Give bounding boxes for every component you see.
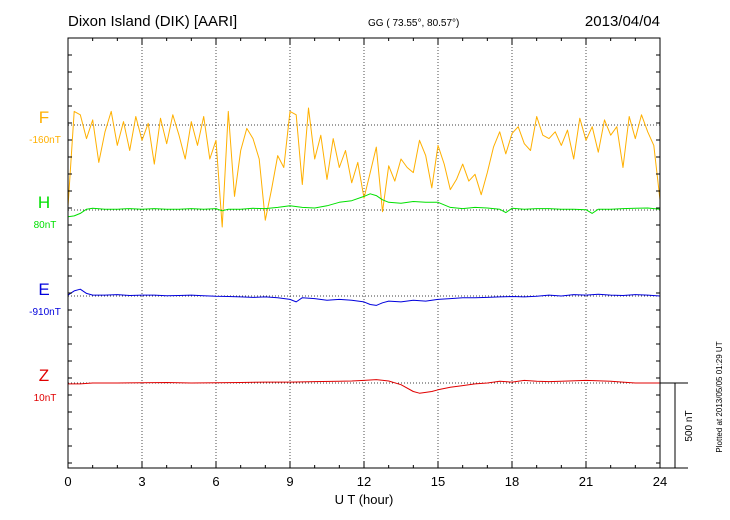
series-lines [67, 107, 661, 394]
x-tick-label: 15 [431, 474, 445, 489]
x-tick-label: 6 [212, 474, 219, 489]
station-title: Dixon Island (DIK) [AARI] [68, 13, 237, 30]
series-baseline-e: -910nT [29, 307, 61, 318]
series-baseline-h: 80nT [34, 220, 57, 231]
series-line-e [67, 288, 661, 306]
x-tick-label: 21 [579, 474, 593, 489]
plot-frame [67, 37, 661, 469]
x-tick-labels: 0 3 6 9 12 15 18 21 24 [64, 474, 667, 489]
x-tick-label: 24 [653, 474, 667, 489]
series-baseline-z: 10nT [34, 393, 57, 404]
x-tick-label: 0 [64, 474, 71, 489]
observation-date: 2013/04/04 [585, 13, 660, 30]
series-line-h [67, 193, 661, 218]
series-labels: F -160nT H 80nT E -910nT Z 10nT [29, 108, 61, 404]
series-name-z: Z [39, 366, 49, 385]
geographic-coordinates: GG ( 73.55°, 80.57°) [368, 18, 459, 29]
scale-bar-label: 500 nT [684, 410, 695, 441]
series-name-f: F [39, 108, 49, 127]
grid-lines [141, 38, 587, 468]
series-name-e: E [38, 280, 49, 299]
x-tick-label: 12 [357, 474, 371, 489]
plotted-timestamp: Plotted at 2013/05/05 01:29 UT [715, 341, 724, 452]
series-line-f [67, 107, 661, 228]
x-tick-label: 18 [505, 474, 519, 489]
x-axis-label: U T (hour) [335, 492, 394, 507]
x-tick-label: 3 [138, 474, 145, 489]
series-baseline-f: -160nT [29, 135, 61, 146]
scale-bar: 500 nT [660, 382, 695, 469]
axis-ticks [67, 38, 661, 468]
series-line-z [68, 379, 660, 394]
x-tick-label: 9 [286, 474, 293, 489]
series-name-h: H [38, 193, 50, 212]
